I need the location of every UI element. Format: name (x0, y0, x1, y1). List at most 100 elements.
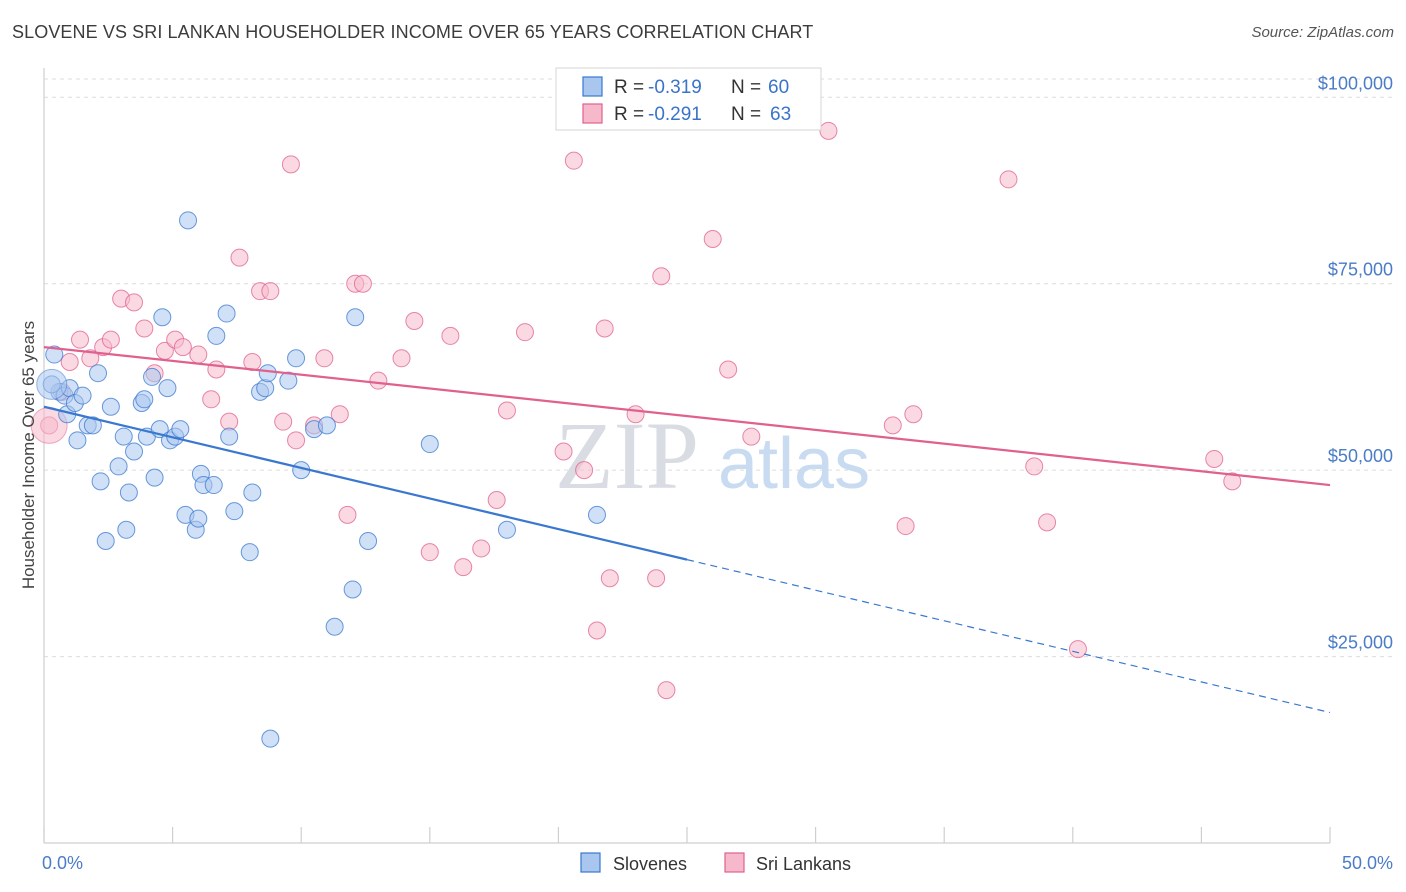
x-tick-min: 0.0% (42, 853, 83, 873)
sri-lankan-point-30 (353, 274, 372, 293)
slovene-point-57 (497, 520, 516, 539)
legend-swatch-slovenes (582, 76, 603, 97)
slovene-point-10 (89, 364, 108, 383)
sri-lankan-point-40 (515, 323, 534, 342)
top-legend: R = -0.319 N = 60 R = -0.291 N = 63 (555, 67, 822, 131)
sri-lankan-point-39 (497, 401, 516, 420)
sri-lankan-point-52 (719, 360, 738, 379)
slovene-point-47 (279, 371, 298, 390)
slovene-point-36 (204, 476, 223, 495)
legend-r-label-sri-lankans: R = (614, 104, 644, 125)
sri-lankan-point-9 (135, 319, 154, 338)
sri-lankan-point-16 (207, 360, 226, 379)
sri-lankan-point-27 (330, 405, 349, 424)
sri-lankan-point-26 (315, 349, 334, 368)
sri-lankan-point-63 (1223, 472, 1242, 491)
slovene-point-45 (258, 364, 277, 383)
slovene-point-22 (143, 367, 162, 386)
sri-lankan-point-58 (999, 170, 1018, 189)
sri-lankan-point-45 (595, 319, 614, 338)
sri-lankan-point-13 (173, 338, 192, 357)
legend-r-value-slovenes: -0.319 (648, 77, 702, 98)
source-label: Source: ZipAtlas.com (1251, 24, 1394, 41)
sri-lankan-point-15 (202, 390, 221, 409)
y-tick-labels: $25,000 $50,000 $75,000 $100,000 (1318, 73, 1393, 652)
sri-lankan-point-56 (896, 517, 915, 536)
y-tick-label-1: $50,000 (1328, 446, 1393, 466)
sri-lankan-point-6 (101, 330, 120, 349)
y-tick-label-3: $100,000 (1318, 73, 1393, 93)
slovene-point-23 (145, 468, 164, 487)
sri-lankan-point-54 (819, 121, 838, 140)
legend-n-value-slovenes: 60 (768, 77, 789, 98)
sri-lankan-point-55 (883, 416, 902, 435)
slovene-point-33 (189, 509, 208, 528)
sri-lankan-point-61 (1068, 640, 1087, 659)
sri-lankan-point-24 (287, 431, 306, 450)
sri-lankan-point-31 (369, 371, 388, 390)
sri-lankan-point-8 (125, 293, 144, 312)
sri-lankan-point-32 (392, 349, 411, 368)
slovene-point-20 (135, 390, 154, 409)
y-tick-label-0: $25,000 (1328, 633, 1393, 653)
slovene-point-14 (109, 457, 128, 476)
sri-lankan-point-44 (587, 621, 606, 640)
sri-lankan-point-53 (742, 427, 761, 446)
sri-lankan-point-59 (1025, 457, 1044, 476)
slovene-point-31 (179, 211, 198, 230)
sri-lankan-point-42 (564, 151, 583, 170)
axes (43, 68, 1331, 844)
sri-lankan-point-60 (1038, 513, 1057, 532)
slovene-point-9 (83, 416, 102, 435)
sri-lankan-point-36 (454, 558, 473, 577)
legend-n-label-slovenes: N = (731, 77, 761, 98)
trend-lines (43, 346, 1331, 714)
slovene-point-29 (171, 420, 190, 439)
watermark-atlas: atlas (718, 424, 870, 504)
bottom-legend-swatch-sri-lankans (724, 852, 745, 873)
sri-lankan-point-57 (904, 405, 923, 424)
slovene-point-cluster (36, 368, 68, 400)
sri-lankan-point-62 (1205, 449, 1224, 468)
slovene-point-37 (207, 326, 226, 345)
sri-lankan-point-14 (189, 345, 208, 364)
sri-lankan-point-23 (281, 155, 300, 174)
chart-title: SLOVENE VS SRI LANKAN HOUSEHOLDER INCOME… (12, 22, 814, 42)
sri-lankan-point-18 (230, 248, 249, 267)
slovene-point-58 (587, 505, 606, 524)
bottom-legend-swatch-slovenes (580, 852, 601, 873)
sri-lankan-point-28 (338, 505, 357, 524)
sri-lankan-point-37 (472, 539, 491, 558)
slovenes-trend-line (43, 405, 688, 561)
legend-n-value-sri-lankans: 63 (770, 104, 791, 125)
slovene-point-39 (220, 427, 239, 446)
slovene-point-56 (420, 435, 439, 454)
y-tick-label-2: $75,000 (1328, 260, 1393, 280)
slovene-point-44 (256, 379, 275, 398)
slovene-point-55 (359, 531, 378, 550)
bottom-legend-slovenes: Slovenes (613, 854, 687, 874)
x-tick-max: 50.0% (1342, 853, 1393, 873)
y-axis-label: Householder Income Over 65 years (19, 321, 38, 589)
sri-lankan-point-33 (405, 312, 424, 330)
sri-lankan-point-34 (420, 543, 439, 562)
slovene-point-7 (73, 386, 92, 405)
slovene-point-46 (261, 729, 280, 748)
legend-r-value-sri-lankans: -0.291 (648, 104, 702, 125)
slovene-point-41 (240, 543, 259, 562)
sri-lankan-point-43 (575, 461, 594, 480)
slovene-point-52 (325, 617, 344, 636)
sri-lankan-point-2 (60, 353, 79, 372)
slovene-point-51 (317, 416, 336, 435)
slovene-point-18 (125, 442, 144, 461)
bottom-legend: Slovenes Sri Lankans (580, 852, 851, 874)
slovene-point-53 (343, 580, 362, 599)
legend-n-label-sri-lankans: N = (731, 104, 761, 125)
sri-lankan-point-22 (274, 412, 293, 431)
sri-lankan-point-38 (487, 490, 506, 509)
slovene-point-38 (217, 304, 236, 323)
slovene-point-6 (68, 431, 87, 450)
legend-r-label-slovenes: R = (614, 77, 644, 98)
sri-lankan-point-3 (71, 330, 90, 349)
